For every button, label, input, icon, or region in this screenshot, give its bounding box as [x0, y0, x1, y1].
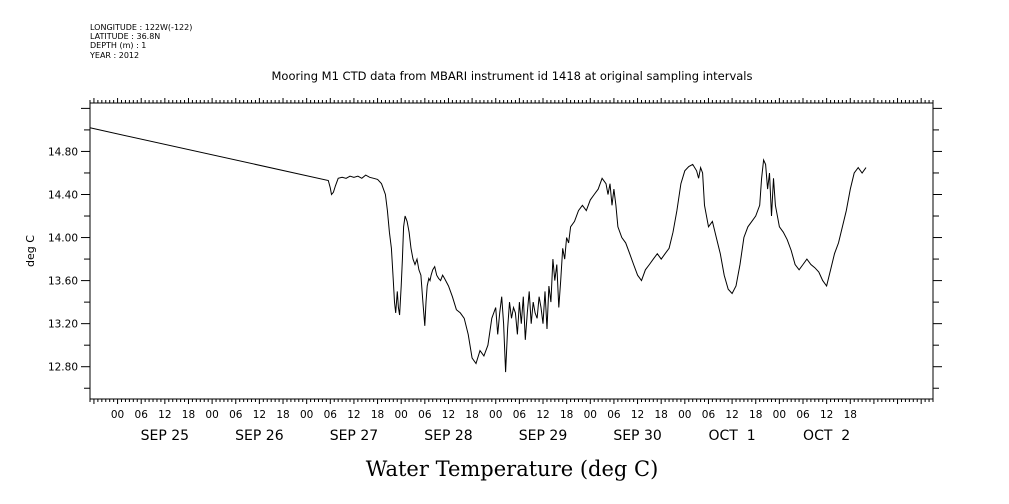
day-label: SEP 25 [141, 428, 189, 444]
x-tick-label: 06 [418, 409, 432, 421]
x-tick-label: 18 [844, 409, 857, 421]
day-label: SEP 26 [235, 428, 284, 444]
y-tick-label: 14.80 [48, 146, 78, 158]
x-tick-label: 18 [655, 409, 668, 421]
x-tick-label: 12 [725, 409, 738, 421]
minor-ticks [89, 98, 934, 404]
x-tick-label: 00 [205, 409, 218, 421]
latitude-text: LATITUDE : 36.8N [90, 32, 160, 41]
x-tick-label: 18 [465, 409, 478, 421]
y-tick-label: 12.80 [48, 362, 78, 374]
x-tick-label: 12 [347, 409, 360, 421]
x-tick-label: 18 [560, 409, 573, 421]
x-tick-label: 06 [796, 409, 810, 421]
series-line [89, 127, 867, 373]
x-tick-label: 06 [513, 409, 527, 421]
longitude-text: LONGITUDE : 122W(-122) [90, 23, 192, 32]
y-tick-label: 14.00 [48, 233, 78, 245]
x-tick-label: 12 [158, 409, 171, 421]
x-tick-label: 12 [442, 409, 455, 421]
depth-text: DEPTH (m) : 1 [90, 41, 146, 50]
x-tick-label: 06 [702, 409, 716, 421]
x-tick-label: 06 [607, 409, 621, 421]
day-label: SEP 28 [424, 428, 472, 444]
x-tick-label: 00 [584, 409, 597, 421]
day-label: OCT 1 [709, 428, 756, 444]
x-tick-label: 18 [371, 409, 384, 421]
y-tick-label: 14.40 [48, 189, 78, 201]
day-label: SEP 27 [330, 428, 378, 444]
y-tick-label: 13.20 [48, 319, 78, 331]
x-tick-label: 00 [773, 409, 786, 421]
x-tick-label: 00 [111, 409, 124, 421]
x-tick-label: 12 [536, 409, 549, 421]
x-day-labels: SEP 25 SEP 26 SEP 27 SEP 28 SEP 29 SEP 30 OCT … [141, 428, 851, 444]
chart-title: Mooring M1 CTD data from MBARI instrumen… [272, 69, 753, 83]
x-axis-ticks: 00 06 12 18 00 06 12 18 00 06 12 18 00 06 12 18 00 06 12 18… [111, 409, 857, 421]
x-axis-label: Water Temperature (deg C) [366, 457, 659, 481]
x-tick-label: 06 [135, 409, 149, 421]
y-axis-ticks: 12.80 13.20 13.60 14.00 14.40 14.80 [48, 107, 942, 389]
x-tick-label: 12 [631, 409, 644, 421]
y-tick-label: 13.60 [48, 276, 78, 288]
x-tick-label: 06 [229, 409, 243, 421]
x-tick-label: 00 [678, 409, 691, 421]
x-tick-label: 18 [276, 409, 289, 421]
x-tick-label: 18 [182, 409, 195, 421]
plot-frame [89, 102, 934, 400]
day-label: OCT 2 [803, 428, 850, 444]
day-label: SEP 29 [519, 428, 567, 444]
x-tick-label: 06 [324, 409, 338, 421]
y-axis-label: deg C [24, 235, 37, 267]
x-tick-label: 00 [300, 409, 313, 421]
x-tick-label: 12 [820, 409, 833, 421]
x-tick-label: 00 [489, 409, 502, 421]
header-metadata: LONGITUDE : 122W(-122) LATITUDE : 36.8N … [89, 23, 192, 60]
x-tick-label: 12 [253, 409, 266, 421]
x-tick-label: 00 [395, 409, 408, 421]
x-tick-label: 18 [749, 409, 762, 421]
day-label: SEP 30 [613, 428, 661, 444]
year-text: YEAR : 2012 [89, 51, 139, 60]
